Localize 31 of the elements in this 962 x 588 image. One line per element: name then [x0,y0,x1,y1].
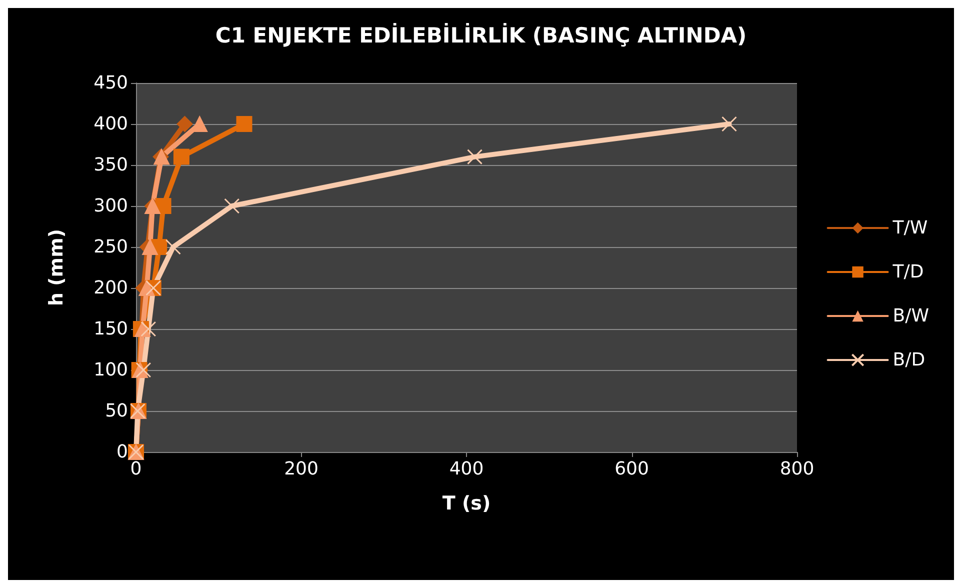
y-tick-label: 450 [94,72,128,94]
point [467,149,483,165]
y-tick-label: 150 [94,318,128,340]
point [155,198,172,214]
legend-label: T/D [892,262,924,282]
point [224,198,240,214]
y-tick-label: 50 [105,400,128,422]
chart-title: C1 ENJEKTE EDİLEBİLİRLİK (BASINÇ ALTINDA) [215,22,747,48]
x-tick-label: 0 [130,458,142,480]
y-tick-label: 350 [94,154,128,176]
y-tick-label: 200 [94,278,128,298]
legend-label: T/W [892,218,928,238]
y-tick-label: 400 [94,114,128,134]
y-tick-label: 0 [116,442,128,462]
x-axis-title: T (s) [442,492,491,514]
point [173,148,190,165]
legend-label: B/D [892,350,926,370]
y-tick-label: 250 [94,236,128,258]
y-tick-label: 100 [94,360,128,380]
point [176,116,193,132]
point [140,321,156,337]
y-tick-label: 300 [94,196,128,216]
point [236,116,252,132]
x-tick-label: 600 [614,458,649,480]
x-tick-label: 400 [449,458,484,480]
point [136,362,152,378]
x-tick-label: 200 [284,458,318,480]
x-tick-label: 800 [780,458,814,480]
y-axis-title: h (mm) [46,228,68,306]
legend-label: B/W [892,306,930,326]
point [721,116,737,132]
